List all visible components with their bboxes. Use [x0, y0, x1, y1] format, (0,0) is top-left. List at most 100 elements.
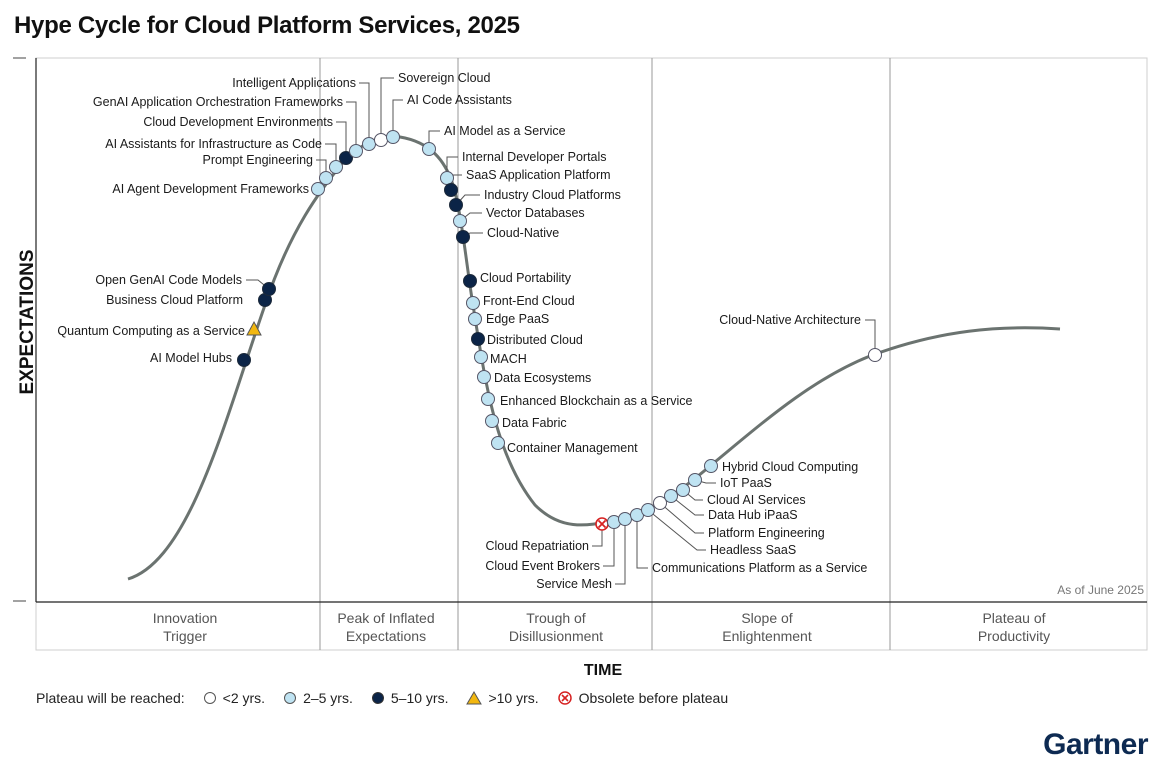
- point-marker-circle: [481, 392, 495, 406]
- point-label: SaaS Application Platform: [466, 168, 611, 182]
- markers: [237, 130, 882, 531]
- point-marker-circle: [262, 282, 276, 296]
- legend-item-obsolete: Obsolete before plateau: [557, 690, 728, 706]
- point-label: Vector Databases: [486, 206, 585, 220]
- legend-label: <2 yrs.: [222, 690, 266, 706]
- point-label: Open GenAI Code Models: [95, 273, 242, 287]
- point-label: Cloud-Native: [487, 226, 559, 240]
- point-marker-obsolete: [595, 517, 609, 531]
- label-leader-line: [325, 143, 337, 167]
- point-label: Enhanced Blockchain as a Service: [500, 394, 693, 408]
- y-axis-title: EXPECTATIONS: [17, 250, 38, 395]
- point-label: Industry Cloud Platforms: [484, 188, 621, 202]
- point-label: Cloud AI Services: [707, 493, 806, 507]
- legend-circle-lightblue-icon: [284, 692, 297, 704]
- legend-item-lt2: <2 yrs.: [203, 690, 265, 706]
- legend-label: 5–10 yrs.: [390, 690, 449, 706]
- legend-item-5to10: 5–10 yrs.: [371, 690, 449, 706]
- label-leader-line: [865, 319, 876, 355]
- point-marker-circle: [618, 512, 632, 526]
- point-label: Cloud Event Brokers: [485, 559, 600, 573]
- point-marker-circle: [468, 312, 482, 326]
- point-label: Front-End Cloud: [483, 294, 575, 308]
- label-leader-line: [336, 121, 347, 158]
- point-marker-circle: [456, 230, 470, 244]
- point-marker-circle: [676, 483, 690, 497]
- point-label: Cloud Repatriation: [485, 539, 589, 553]
- legend-label: Obsolete before plateau: [578, 690, 729, 706]
- phase-labels: Innovation Trigger Peak of Inflated Expecta…: [153, 610, 1050, 644]
- label-leader-line: [670, 495, 704, 516]
- point-label: Sovereign Cloud: [398, 71, 490, 85]
- legend-circle-white-icon: [203, 692, 216, 704]
- point-label: Data Fabric: [502, 416, 567, 430]
- point-marker-circle: [491, 436, 505, 450]
- point-label: Cloud-Native Architecture: [719, 313, 861, 327]
- point-label: Platform Engineering: [708, 526, 825, 540]
- point-marker-circle: [664, 489, 678, 503]
- point-label: Hybrid Cloud Computing: [722, 460, 858, 474]
- point-labels: AI Model Hubs Quantum Computing as a Serv…: [57, 71, 867, 591]
- point-marker-circle: [704, 459, 718, 473]
- point-marker-circle: [474, 350, 488, 364]
- point-label: Intelligent Applications: [232, 76, 356, 90]
- legend-item-gt10: >10 yrs.: [466, 690, 539, 706]
- chart-title: Hype Cycle for Cloud Platform Services, …: [14, 12, 520, 39]
- point-label: Cloud Portability: [480, 271, 572, 285]
- label-leader-line: [659, 502, 704, 534]
- label-leader-line: [346, 101, 357, 151]
- point-label: GenAI Application Orchestration Framewor…: [93, 95, 343, 109]
- legend-title: Plateau will be reached:: [36, 690, 185, 706]
- label-leader-line: [392, 99, 403, 137]
- point-label: IoT PaaS: [720, 476, 772, 490]
- point-label: AI Model Hubs: [150, 351, 232, 365]
- point-marker-circle: [311, 182, 325, 196]
- point-marker-circle: [868, 348, 882, 362]
- phase-label: Trigger: [163, 628, 207, 644]
- point-marker-circle: [485, 414, 499, 428]
- obsolete-x-stroke: [597, 519, 607, 529]
- point-label: AI Code Assistants: [407, 93, 512, 107]
- phase-label: Plateau of: [982, 610, 1045, 626]
- legend-circle-navy-icon: [371, 692, 384, 704]
- point-label: Data Ecosystems: [494, 371, 591, 385]
- point-marker-circle: [449, 198, 463, 212]
- point-label: Cloud Development Environments: [143, 115, 333, 129]
- label-leader-line: [359, 82, 370, 144]
- legend-label: >10 yrs.: [488, 690, 539, 706]
- phase-label: Expectations: [346, 628, 426, 644]
- as-of-note: As of June 2025: [1057, 583, 1144, 597]
- point-label: MACH: [490, 352, 527, 366]
- point-marker-circle: [471, 332, 485, 346]
- label-leader-line: [636, 515, 648, 569]
- point-marker-circle: [440, 171, 454, 185]
- point-label: Service Mesh: [536, 577, 612, 591]
- point-marker-circle: [466, 296, 480, 310]
- point-label: Data Hub iPaaS: [708, 508, 798, 522]
- phase-label: Enlightenment: [722, 628, 812, 644]
- point-label: Edge PaaS: [486, 312, 549, 326]
- point-label: Quantum Computing as a Service: [57, 324, 245, 338]
- phase-label: Innovation: [153, 610, 218, 626]
- point-label: Prompt Engineering: [203, 153, 314, 167]
- point-marker-circle: [444, 183, 458, 197]
- point-label: Communications Platform as a Service: [652, 561, 867, 575]
- point-marker-circle: [477, 370, 491, 384]
- point-marker-circle: [422, 142, 436, 156]
- phase-label: Disillusionment: [509, 628, 603, 644]
- hype-curve: [127, 135, 1061, 581]
- point-label: Headless SaaS: [710, 543, 796, 557]
- x-axis-title: TIME: [584, 662, 623, 679]
- point-marker-triangle: [246, 320, 262, 336]
- point-marker-circle: [463, 274, 477, 288]
- label-leader-line: [592, 524, 603, 547]
- point-label: AI Agent Development Frameworks: [112, 182, 309, 196]
- label-leader-line: [603, 522, 615, 567]
- point-marker-circle: [362, 137, 376, 151]
- label-leader-line: [615, 519, 626, 585]
- point-marker-circle: [688, 473, 702, 487]
- point-marker-circle: [349, 144, 363, 158]
- label-leader-line: [380, 77, 394, 140]
- point-label: Business Cloud Platform: [106, 293, 243, 307]
